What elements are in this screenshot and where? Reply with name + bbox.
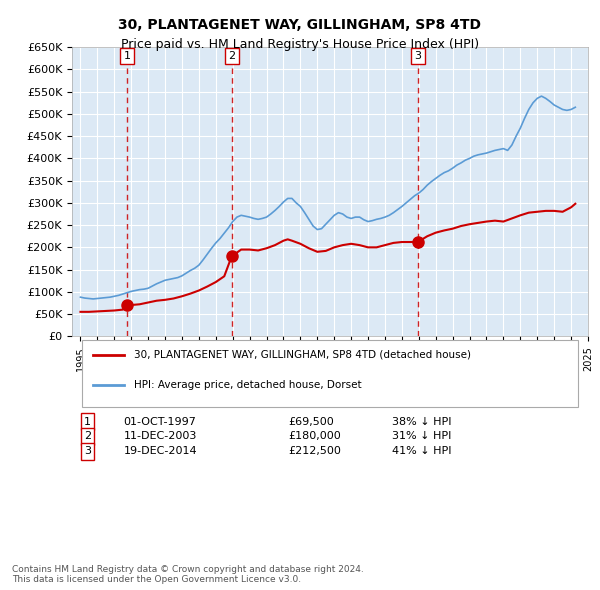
FancyBboxPatch shape bbox=[82, 340, 578, 407]
Text: Price paid vs. HM Land Registry's House Price Index (HPI): Price paid vs. HM Land Registry's House … bbox=[121, 38, 479, 51]
Text: 19-DEC-2014: 19-DEC-2014 bbox=[124, 446, 197, 456]
Text: Contains HM Land Registry data © Crown copyright and database right 2024.
This d: Contains HM Land Registry data © Crown c… bbox=[12, 565, 364, 584]
Text: 01-OCT-1997: 01-OCT-1997 bbox=[124, 417, 196, 427]
Text: £180,000: £180,000 bbox=[289, 431, 341, 441]
Text: 1: 1 bbox=[124, 51, 130, 61]
Text: 3: 3 bbox=[84, 446, 91, 456]
Text: 41% ↓ HPI: 41% ↓ HPI bbox=[392, 446, 451, 456]
Text: £69,500: £69,500 bbox=[289, 417, 334, 427]
Text: 11-DEC-2003: 11-DEC-2003 bbox=[124, 431, 197, 441]
Text: £212,500: £212,500 bbox=[289, 446, 341, 456]
Text: 38% ↓ HPI: 38% ↓ HPI bbox=[392, 417, 451, 427]
Text: 30, PLANTAGENET WAY, GILLINGHAM, SP8 4TD: 30, PLANTAGENET WAY, GILLINGHAM, SP8 4TD bbox=[119, 18, 482, 32]
Text: 2: 2 bbox=[228, 51, 235, 61]
Text: 2: 2 bbox=[84, 431, 91, 441]
Text: HPI: Average price, detached house, Dorset: HPI: Average price, detached house, Dors… bbox=[134, 379, 362, 389]
Text: 31% ↓ HPI: 31% ↓ HPI bbox=[392, 431, 451, 441]
Text: 30, PLANTAGENET WAY, GILLINGHAM, SP8 4TD (detached house): 30, PLANTAGENET WAY, GILLINGHAM, SP8 4TD… bbox=[134, 350, 471, 360]
Text: 3: 3 bbox=[415, 51, 422, 61]
Text: 1: 1 bbox=[84, 417, 91, 427]
